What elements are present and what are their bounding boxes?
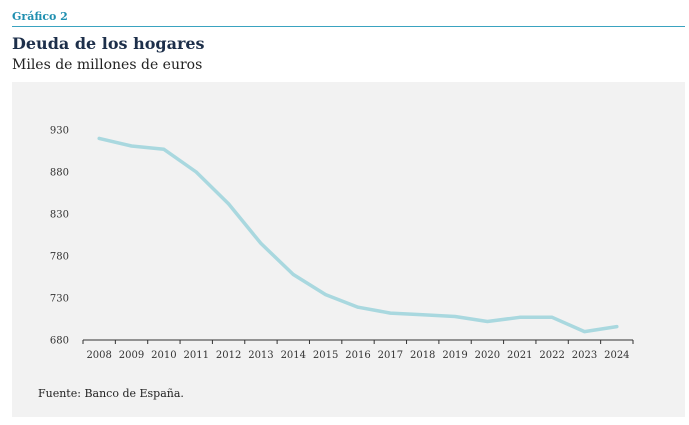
chart-panel: 680 730 780 830 880 930 2008 2009 2010 2011 2012 2… <box>12 82 685 417</box>
y-axis: 680 730 780 830 880 930 <box>50 126 69 347</box>
data-point <box>259 241 263 245</box>
x-tick-label: 2017 <box>378 350 403 361</box>
data-point <box>615 325 619 329</box>
data-point <box>227 202 231 206</box>
y-tick-label: 680 <box>50 336 69 347</box>
data-point <box>324 293 328 297</box>
x-tick-label: 2014 <box>281 350 306 361</box>
y-tick-label: 830 <box>50 210 69 221</box>
y-tick-label: 930 <box>50 126 69 137</box>
y-tick-label: 880 <box>50 168 69 179</box>
data-point <box>356 305 360 309</box>
data-point <box>388 311 392 315</box>
chart-subtitle: Miles de millones de euros <box>12 57 203 73</box>
data-point <box>421 313 425 317</box>
data-point <box>194 170 198 174</box>
data-point <box>97 136 101 140</box>
chart-title: Deuda de los hogares <box>12 34 205 53</box>
x-tick-label: 2021 <box>507 350 532 361</box>
x-tick-label: 2024 <box>604 350 629 361</box>
data-point <box>162 147 166 151</box>
x-tick-label: 2013 <box>248 350 273 361</box>
y-tick-label: 730 <box>50 294 69 305</box>
series-group <box>97 136 619 334</box>
series-line <box>97 136 619 334</box>
x-tick-label: 2018 <box>410 350 435 361</box>
x-tick-label: 2011 <box>184 350 209 361</box>
data-point <box>582 330 586 334</box>
x-tick-label: 2015 <box>313 350 338 361</box>
data-point <box>518 315 522 319</box>
data-point <box>453 314 457 318</box>
y-tick-label: 780 <box>50 252 69 263</box>
figure-number: Gráfico 2 <box>12 10 685 27</box>
x-tick-label: 2020 <box>475 350 500 361</box>
x-tick-label: 2009 <box>119 350 144 361</box>
data-point <box>130 144 134 148</box>
data-point <box>550 315 554 319</box>
x-tick-label: 2008 <box>86 350 111 361</box>
data-point <box>291 272 295 276</box>
x-tick-label: 2019 <box>442 350 467 361</box>
data-point <box>485 320 489 324</box>
x-tick-label: 2022 <box>539 350 564 361</box>
x-tick-label: 2016 <box>345 350 370 361</box>
x-tick-label: 2010 <box>151 350 176 361</box>
source-note: Fuente: Banco de España. <box>38 387 184 400</box>
x-tick-label: 2012 <box>216 350 241 361</box>
x-tick-label: 2023 <box>572 350 597 361</box>
x-axis: 2008 2009 2010 2011 2012 2013 2014 2015 2016 2017… <box>82 339 634 361</box>
